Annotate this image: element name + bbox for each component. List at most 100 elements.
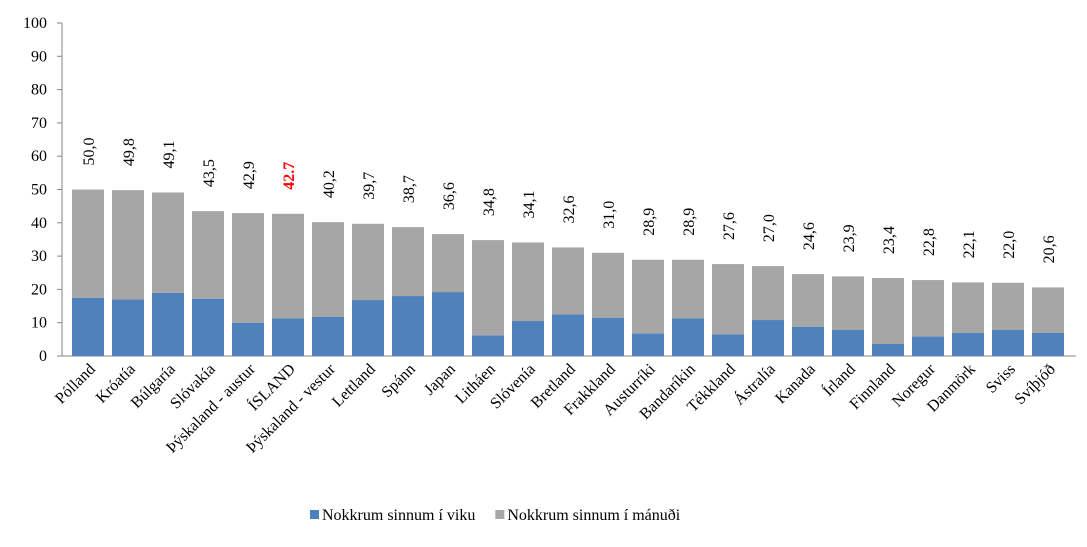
bar-segment: [432, 292, 464, 356]
bar-segment: [112, 190, 144, 300]
x-tick-label: Lettland: [329, 361, 379, 411]
total-label: 38,7: [401, 175, 418, 203]
bar-segment: [512, 242, 544, 322]
bar-segment: [872, 278, 904, 345]
x-tick-label: Japan: [421, 361, 459, 399]
total-label: 31,0: [601, 201, 618, 229]
bar-segment: [872, 344, 904, 356]
y-tick-label: 70: [31, 115, 47, 132]
bar-segment: [392, 227, 424, 297]
total-label: 49,1: [161, 140, 178, 168]
y-tick-label: 100: [23, 15, 47, 32]
bar-segment: [632, 259, 664, 334]
legend-swatch: [495, 510, 505, 519]
bar-segment: [432, 234, 464, 293]
bar-segment: [1032, 332, 1064, 356]
bar-segment: [912, 336, 944, 356]
bar-segment: [672, 259, 704, 319]
bar-segment: [192, 211, 224, 299]
bar-segment: [832, 276, 864, 331]
y-tick-label: 60: [31, 148, 47, 165]
x-tick-label: Spánn: [379, 361, 419, 401]
bar-segment: [272, 318, 304, 356]
total-label: 36,6: [441, 182, 458, 210]
bar-segment: [552, 247, 584, 315]
y-tick-label: 20: [31, 281, 47, 298]
bar-segment: [712, 334, 744, 356]
bar-segment: [992, 282, 1024, 331]
total-label: 43,5: [201, 159, 218, 187]
bar-segment: [552, 314, 584, 356]
total-label: 40,2: [321, 170, 338, 198]
total-label: 42.7: [281, 162, 298, 190]
total-label: 27,6: [721, 212, 738, 240]
x-tick-label: Slóvenía: [487, 361, 539, 413]
bar-segment: [112, 299, 144, 356]
total-label: 23,4: [881, 226, 898, 254]
x-tick-label: Sviss: [983, 361, 1019, 397]
total-label: 22,8: [921, 228, 938, 256]
bar-segment: [792, 274, 824, 327]
total-label: 50,0: [81, 138, 98, 166]
bar-segment: [712, 264, 744, 335]
bar-segment: [592, 252, 624, 318]
bar-segment: [312, 222, 344, 317]
total-label: 32,6: [561, 195, 578, 223]
bar-segment: [752, 320, 784, 356]
total-label: 24,6: [801, 222, 818, 250]
legend-label: Nokkrum sinnum í mánuði: [507, 507, 680, 524]
bar-segment: [992, 330, 1024, 356]
legend-swatch: [310, 510, 319, 519]
bar-segment: [192, 298, 224, 356]
total-label: 34,8: [481, 188, 498, 216]
y-tick-label: 80: [31, 82, 47, 99]
y-tick-label: 40: [31, 215, 47, 232]
x-tick-label: Kanada: [772, 361, 819, 408]
y-tick-label: 10: [31, 315, 47, 332]
legend-label: Nokkrum sinnum í viku: [322, 507, 475, 524]
bar-segment: [792, 326, 824, 356]
total-label: 20,6: [1041, 235, 1058, 263]
total-label: 42,9: [241, 161, 258, 189]
bar-segment: [352, 223, 384, 301]
bar-segment: [952, 333, 984, 356]
x-tick-label: Pólland: [52, 361, 99, 408]
bar-segment: [912, 280, 944, 337]
bar-segment: [152, 192, 184, 293]
total-label: 49,8: [121, 138, 138, 166]
bar-segment: [592, 317, 624, 356]
y-tick-label: 30: [31, 248, 47, 265]
total-label: 22,1: [961, 230, 978, 258]
total-label: 28,9: [681, 208, 698, 236]
total-label: 39,7: [361, 172, 378, 200]
bar-segment: [352, 300, 384, 356]
bar-segment: [512, 321, 544, 356]
total-label: 34,1: [521, 190, 538, 218]
x-tick-label: Ástralía: [730, 359, 779, 408]
y-tick-label: 50: [31, 182, 47, 199]
total-label: 22,0: [1001, 231, 1018, 259]
bar-segment: [832, 330, 864, 356]
bar-segment: [232, 322, 264, 356]
bar-segment: [272, 213, 304, 319]
total-label: 28,9: [641, 208, 658, 236]
total-label: 23,9: [841, 224, 858, 252]
bar-segment: [752, 266, 784, 321]
y-tick-label: 0: [39, 348, 47, 365]
bar-segment: [72, 189, 104, 298]
total-label: 27,0: [761, 214, 778, 242]
bar-segment: [472, 240, 504, 336]
bar-segment: [952, 282, 984, 334]
bar-segment: [472, 335, 504, 356]
bar-segment: [1032, 287, 1064, 333]
bar-segment: [672, 318, 704, 356]
bar-segment: [72, 297, 104, 356]
y-tick-label: 90: [31, 48, 47, 65]
bar-segment: [632, 333, 664, 356]
bar-segment: [152, 292, 184, 356]
bar-segment: [392, 296, 424, 356]
bar-segment: [232, 213, 264, 323]
bar-segment: [312, 316, 344, 356]
x-tick-label: Svíþjóð: [1012, 361, 1059, 408]
